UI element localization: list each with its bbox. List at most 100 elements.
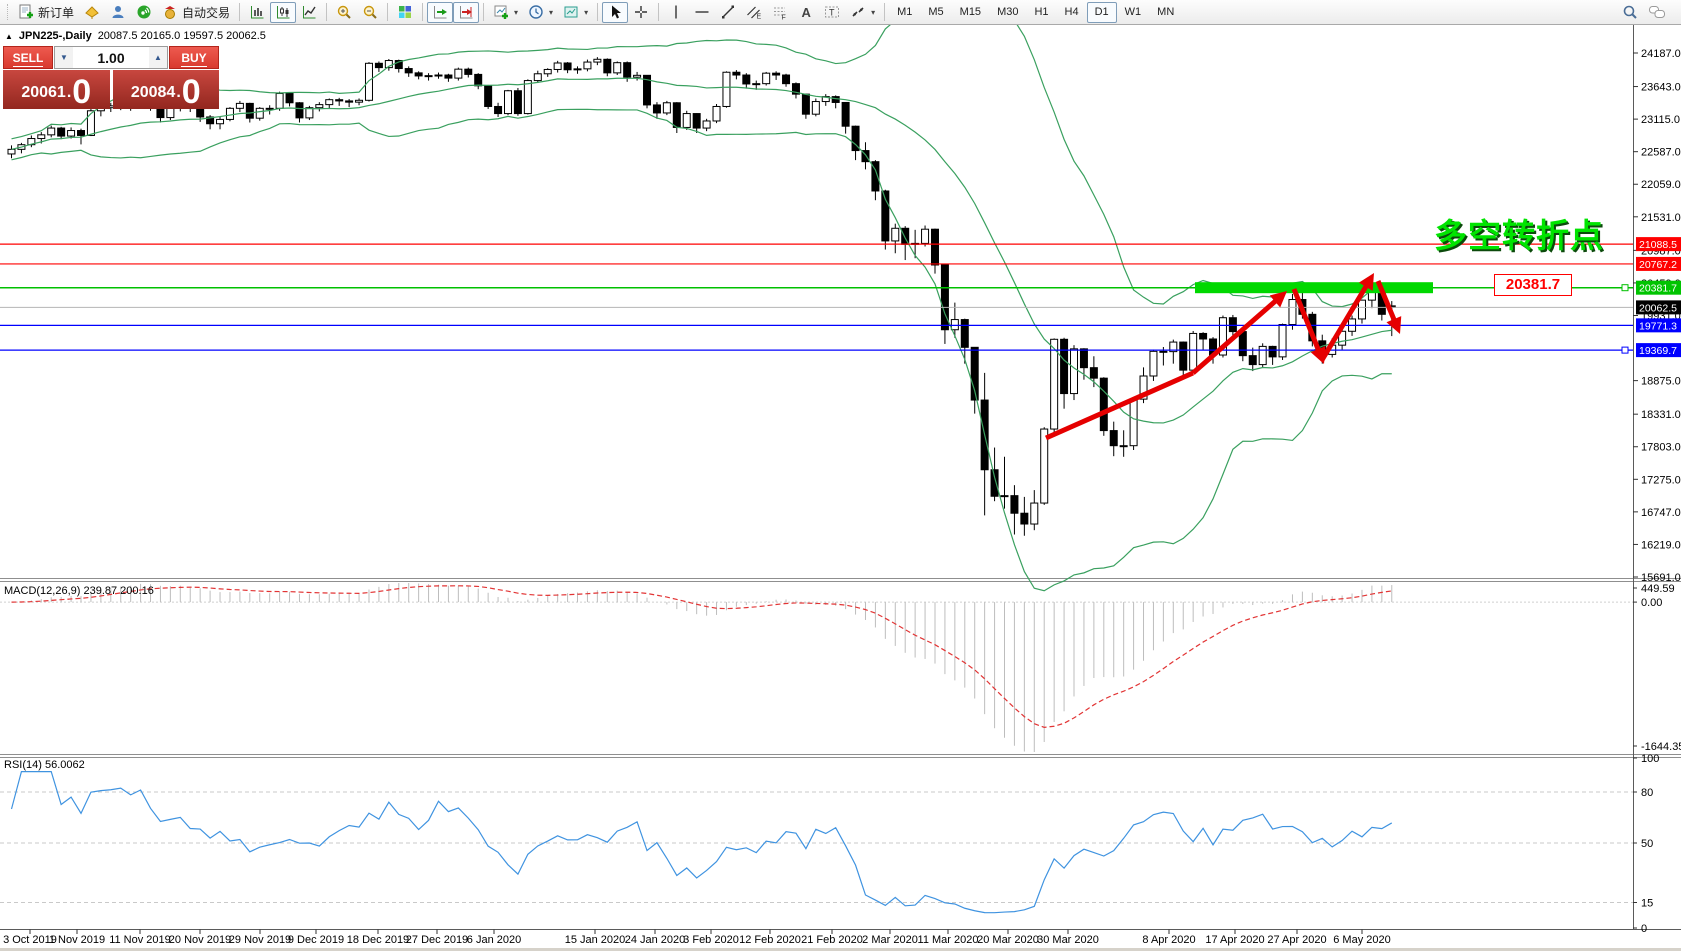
svg-text:19369.7: 19369.7 xyxy=(1639,345,1677,357)
templates-icon xyxy=(563,4,579,20)
timeframe-m15-button[interactable]: M15 xyxy=(952,2,989,23)
sell-price-dec: 0 xyxy=(72,73,92,112)
svg-text:18331.0: 18331.0 xyxy=(1641,409,1681,421)
svg-text:23115.0: 23115.0 xyxy=(1641,114,1680,126)
trend-arrow-line[interactable] xyxy=(1291,288,1322,354)
tile-windows-button[interactable] xyxy=(392,2,418,23)
svg-text:449.59: 449.59 xyxy=(1641,583,1675,595)
line-chart-button[interactable] xyxy=(296,2,322,23)
crosshair-icon xyxy=(633,4,649,20)
channel-icon: E xyxy=(746,4,762,20)
timeframe-h4-button[interactable]: H4 xyxy=(1057,2,1087,23)
trend-arrow-line[interactable] xyxy=(1319,282,1370,362)
text-label-button[interactable]: T xyxy=(819,2,845,23)
trend-arrow-head[interactable] xyxy=(1358,273,1374,291)
svg-text:6 May 2020: 6 May 2020 xyxy=(1333,934,1390,946)
svg-text:24187.0: 24187.0 xyxy=(1641,48,1681,60)
price-chart[interactable]: 20987.020459.019931.024187.023643.023115… xyxy=(0,25,1681,951)
buy-button[interactable]: BUY xyxy=(169,46,219,69)
price-axis-label xyxy=(1636,343,1681,358)
templates-button[interactable]: ▾ xyxy=(558,2,593,23)
clock-icon xyxy=(528,4,544,20)
timeframe-m1-button[interactable]: M1 xyxy=(889,2,920,23)
toolbar-separator xyxy=(326,3,328,21)
svg-text:27 Dec 2019: 27 Dec 2019 xyxy=(406,934,468,946)
resistance-price-label[interactable]: 20381.7 xyxy=(1494,274,1572,296)
periods-button[interactable]: ▾ xyxy=(523,2,558,23)
candlestick-icon xyxy=(275,4,291,20)
volume-increase-button[interactable]: ▲ xyxy=(149,47,167,68)
svg-text:18 Dec 2019: 18 Dec 2019 xyxy=(347,934,409,946)
crosshair-button[interactable] xyxy=(628,2,654,23)
trend-arrow-head[interactable] xyxy=(1386,316,1402,334)
sell-price[interactable]: 20061. 0 xyxy=(3,70,110,109)
toolbar-separator xyxy=(483,3,485,21)
new-order-icon xyxy=(18,4,34,20)
signals-button[interactable] xyxy=(131,2,157,23)
trend-arrow-line[interactable] xyxy=(1044,370,1195,441)
chat-button[interactable] xyxy=(1643,2,1671,23)
svg-text:11 Mar 2020: 11 Mar 2020 xyxy=(918,934,979,946)
turning-point-annotation[interactable]: 多空转折点 xyxy=(1434,217,1604,254)
svg-text:F: F xyxy=(782,15,786,21)
volume-input[interactable] xyxy=(73,47,149,68)
svg-text:9 Dec 2019: 9 Dec 2019 xyxy=(288,934,344,946)
text-label-icon: T xyxy=(824,4,840,20)
svg-text:15 Jan 2020: 15 Jan 2020 xyxy=(565,934,626,946)
svg-text:22059.0: 22059.0 xyxy=(1641,179,1681,191)
svg-text:50: 50 xyxy=(1641,838,1653,850)
equidistant-channel-button[interactable]: E xyxy=(741,2,767,23)
svg-text:19771.3: 19771.3 xyxy=(1639,320,1677,332)
auto-scroll-icon xyxy=(432,4,448,20)
dropdown-caret: ▾ xyxy=(514,7,519,17)
price-axis-label xyxy=(1636,300,1681,315)
bar-chart-button[interactable] xyxy=(244,2,270,23)
zoom-out-button[interactable] xyxy=(357,2,383,23)
toolbar-separator xyxy=(422,3,424,21)
cursor-button[interactable] xyxy=(602,1,629,23)
vertical-line-button[interactable] xyxy=(663,2,689,23)
macd-signal-line xyxy=(11,585,1392,728)
community-button[interactable] xyxy=(105,2,131,23)
fibonacci-button[interactable]: F xyxy=(767,2,793,23)
search-button[interactable] xyxy=(1617,2,1643,23)
new-order-button[interactable]: 新订单 xyxy=(13,2,79,23)
buy-price[interactable]: 20084. 0 xyxy=(112,70,219,112)
candles[interactable] xyxy=(7,57,1396,536)
timeframe-d1-button[interactable]: D1 xyxy=(1086,1,1117,23)
sell-price-int: 20061 xyxy=(21,84,66,101)
zoom-in-button[interactable] xyxy=(331,2,357,23)
trend-arrow-line[interactable] xyxy=(1375,280,1398,324)
timeframe-m30-button[interactable]: M30 xyxy=(989,2,1026,23)
timeframe-mn-button[interactable]: MN xyxy=(1149,2,1182,23)
trend-arrow-line[interactable] xyxy=(1191,297,1280,375)
trend-arrow-head[interactable] xyxy=(1269,291,1287,308)
svg-text:22587.0: 22587.0 xyxy=(1641,147,1681,159)
svg-text:30 Mar 2020: 30 Mar 2020 xyxy=(1037,934,1099,946)
toolbar-grip xyxy=(7,4,10,20)
trendline-button[interactable] xyxy=(715,2,741,23)
indicators-icon xyxy=(493,4,509,20)
timeframe-w1-button[interactable]: W1 xyxy=(1117,2,1150,23)
svg-text:24 Jan 2020: 24 Jan 2020 xyxy=(625,934,686,946)
svg-text:0: 0 xyxy=(1641,923,1647,935)
toolbar-separator xyxy=(658,3,660,21)
sell-button[interactable]: SELL xyxy=(3,46,53,69)
shapes-button[interactable]: ▾ xyxy=(845,2,880,23)
volume-decrease-button[interactable]: ▼ xyxy=(55,47,73,68)
candlestick-chart-button[interactable] xyxy=(270,1,297,23)
svg-text:17 Apr 2020: 17 Apr 2020 xyxy=(1205,934,1264,946)
buy-price-dec: 0 xyxy=(181,73,201,112)
timeframe-h1-button[interactable]: H1 xyxy=(1026,2,1056,23)
svg-text:17275.0: 17275.0 xyxy=(1641,474,1681,486)
timeframe-m5-button[interactable]: M5 xyxy=(920,2,951,23)
autotrading-button[interactable]: 自动交易 xyxy=(157,2,235,23)
text-button[interactable]: A xyxy=(793,2,819,23)
auto-scroll-button[interactable] xyxy=(427,1,454,23)
ohlc-values: 20087.5 20165.0 19597.5 20062.5 xyxy=(97,30,266,42)
horizontal-line-button[interactable] xyxy=(689,2,715,23)
indicators-button[interactable]: ▾ xyxy=(488,2,523,23)
resistance-rectangle-object[interactable] xyxy=(1195,282,1433,294)
chart-shift-button[interactable] xyxy=(453,1,480,23)
metaeditor-button[interactable] xyxy=(79,2,105,23)
